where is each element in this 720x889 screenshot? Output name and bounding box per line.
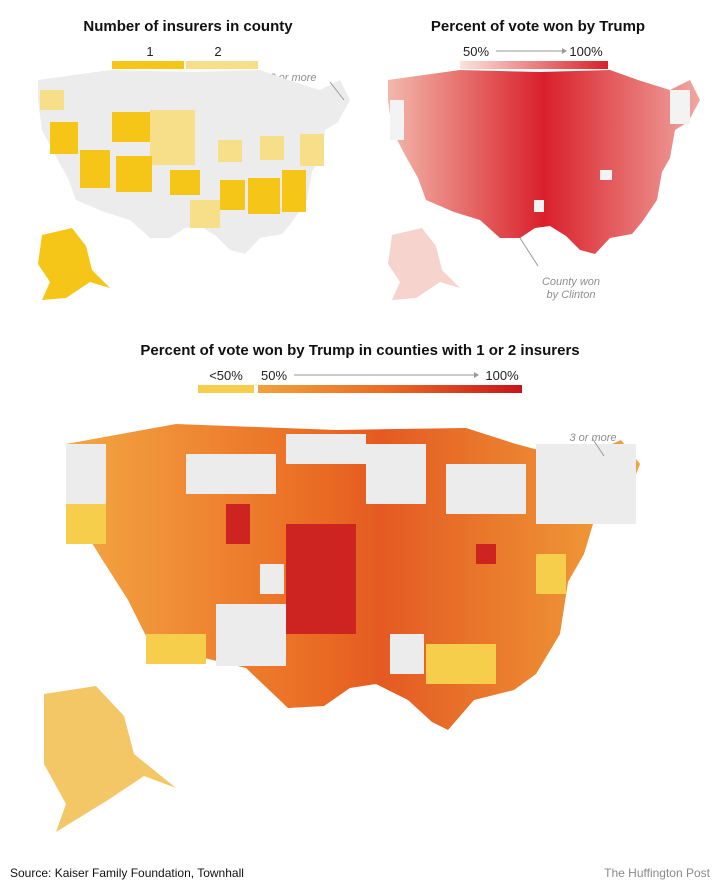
map2-us-map bbox=[388, 70, 700, 300]
map2-legend-low: 50% bbox=[462, 44, 490, 59]
map2-title: Percent of vote won by Trump bbox=[430, 18, 646, 35]
map3-under50-areas bbox=[66, 504, 566, 684]
map1-legend-swatch-1 bbox=[112, 61, 184, 69]
map3-legend-under: <50% bbox=[209, 368, 243, 383]
map1-title: Number of insurers in county bbox=[83, 18, 293, 35]
credit-note: The Huffington Post bbox=[604, 866, 710, 880]
source-note: Source: Kaiser Family Foundation, Townha… bbox=[10, 866, 244, 880]
map1-alaska bbox=[38, 228, 110, 300]
map3-legend-arrow bbox=[294, 372, 479, 378]
map3-title: Percent of vote won by Trump in counties… bbox=[140, 342, 580, 359]
map1-counties bbox=[40, 90, 324, 228]
map3-alaska bbox=[44, 686, 176, 832]
map3-legend-under-swatch bbox=[198, 385, 254, 393]
map3-high-areas bbox=[226, 504, 496, 634]
map3-legend-low: 50% bbox=[260, 368, 288, 383]
map2-legend-arrow bbox=[496, 48, 567, 54]
map1-us-map bbox=[38, 70, 350, 300]
map3-us-map bbox=[44, 424, 640, 832]
map3-legend-high: 100% bbox=[485, 368, 519, 383]
map2-lower48 bbox=[388, 70, 700, 254]
map3-three-plus-areas bbox=[66, 434, 636, 674]
map2-clinton-counties bbox=[390, 90, 690, 212]
map1-legend-label-1: 1 bbox=[146, 44, 154, 59]
map2-note: County won by Clinton bbox=[541, 276, 601, 301]
map1-legend-swatch-2 bbox=[186, 61, 258, 69]
map2-alaska bbox=[388, 228, 460, 300]
map3-legend-gradient bbox=[258, 385, 522, 393]
map2-legend-gradient bbox=[460, 61, 608, 69]
map1-legend-label-2: 2 bbox=[214, 44, 222, 59]
map2-legend-high: 100% bbox=[569, 44, 603, 59]
